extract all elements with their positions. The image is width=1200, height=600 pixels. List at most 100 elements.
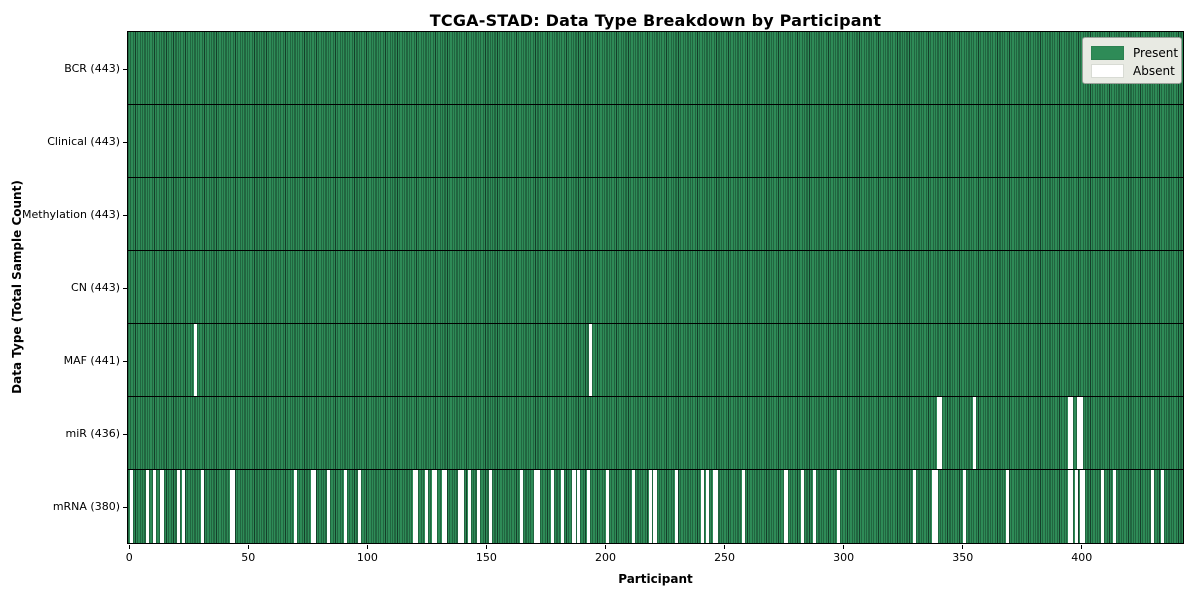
absent-cell <box>972 396 976 469</box>
present-swatch-icon <box>1091 46 1124 60</box>
absent-cell <box>715 469 719 543</box>
absent-cell <box>932 469 936 543</box>
absent-cell <box>310 469 314 543</box>
absent-cell <box>327 469 331 543</box>
absent-cell <box>177 469 181 543</box>
absent-cell <box>813 469 817 543</box>
absent-cell <box>1079 469 1083 543</box>
x-tick-label: 200 <box>594 551 616 564</box>
legend: Present Absent <box>1082 37 1182 84</box>
absent-cell <box>705 469 709 543</box>
absent-cell <box>343 469 347 543</box>
y-tick-label: Clinical (443) <box>47 134 120 148</box>
x-tick-label: 0 <box>125 551 133 564</box>
absent-cell <box>443 469 447 543</box>
x-tick-label: 50 <box>241 551 256 564</box>
y-tick-mark <box>122 433 127 435</box>
absent-cell <box>200 469 205 543</box>
legend-entry-absent: Absent <box>1091 62 1175 80</box>
absent-cell <box>229 469 233 543</box>
x-tick-label: 400 <box>1071 551 1093 564</box>
x-tick-mark <box>485 544 487 549</box>
absent-cell <box>560 469 564 543</box>
absent-cell <box>801 469 805 543</box>
absent-cell <box>1005 469 1009 543</box>
absent-cell <box>701 469 705 543</box>
x-tick-label: 300 <box>833 551 855 564</box>
legend-absent-label: Absent <box>1133 64 1175 78</box>
absent-cell <box>741 469 745 543</box>
absent-cell <box>460 469 464 543</box>
y-tick-mark <box>122 214 127 216</box>
y-tick-label: Methylation (443) <box>22 207 120 221</box>
chart-title: TCGA-STAD: Data Type Breakdown by Partic… <box>429 11 882 30</box>
legend-entry-present: Present <box>1091 44 1178 62</box>
legend-present-label: Present <box>1133 46 1179 60</box>
y-tick-label: BCR (443) <box>64 61 120 75</box>
absent-cell <box>589 323 593 396</box>
x-tick-mark <box>962 544 964 549</box>
absent-cell <box>489 469 493 543</box>
x-tick-mark <box>128 544 130 549</box>
y-tick-mark <box>122 141 127 143</box>
absent-cell <box>520 469 524 543</box>
absent-cell <box>836 469 840 543</box>
absent-cell <box>536 469 540 543</box>
absent-cell <box>1074 469 1079 543</box>
absent-cell <box>586 469 590 543</box>
absent-cell <box>1079 396 1083 469</box>
absent-cell <box>1077 396 1081 469</box>
absent-cell <box>913 469 917 543</box>
y-tick-label: CN (443) <box>71 280 120 294</box>
absent-cell <box>231 469 235 543</box>
absent-cell <box>458 469 462 543</box>
absent-cell <box>434 469 438 543</box>
y-tick-label: MAF (441) <box>63 353 120 367</box>
x-tick-mark <box>247 544 249 549</box>
absent-cell <box>936 396 940 469</box>
absent-cell <box>712 469 717 543</box>
absent-cell <box>424 469 428 543</box>
absent-cell <box>441 469 445 543</box>
absent-cell <box>1067 469 1071 543</box>
absent-cell <box>477 469 481 543</box>
absent-cell <box>653 469 657 543</box>
x-tick-label: 150 <box>475 551 497 564</box>
absent-cell <box>934 469 938 543</box>
x-tick-mark <box>366 544 368 549</box>
absent-cell <box>551 469 555 543</box>
absent-cell <box>1160 469 1164 543</box>
absent-cell <box>572 469 576 543</box>
x-tick-label: 350 <box>952 551 974 564</box>
absent-cell <box>181 469 185 543</box>
absent-cell <box>129 469 133 543</box>
heatmap-row <box>127 104 1183 178</box>
absent-cell <box>605 469 609 543</box>
plot-area <box>126 30 1184 544</box>
absent-cell <box>1067 396 1071 469</box>
heatmap-row <box>127 323 1183 397</box>
absent-cell <box>784 469 788 543</box>
absent-cell <box>648 469 652 543</box>
x-tick-label: 100 <box>356 551 378 564</box>
absent-cell <box>1070 469 1074 543</box>
x-tick-mark <box>843 544 845 549</box>
y-tick-label: miR (436) <box>65 426 121 440</box>
absent-cell <box>431 469 436 543</box>
absent-cell <box>1151 469 1155 543</box>
absent-cell <box>963 469 967 543</box>
heatmap-row <box>127 469 1183 543</box>
y-tick-mark <box>122 68 127 70</box>
absent-cell <box>1082 469 1086 543</box>
absent-cell <box>1113 469 1117 543</box>
absent-cell <box>577 469 581 543</box>
absent-cell <box>160 469 164 543</box>
absent-cell <box>467 469 471 543</box>
absent-cell <box>358 469 362 543</box>
y-tick-label: mRNA (380) <box>52 499 120 513</box>
absent-cell <box>412 469 416 543</box>
absent-cell <box>1070 396 1074 469</box>
x-axis-label: Participant <box>618 572 693 586</box>
heatmap-row <box>127 177 1183 251</box>
